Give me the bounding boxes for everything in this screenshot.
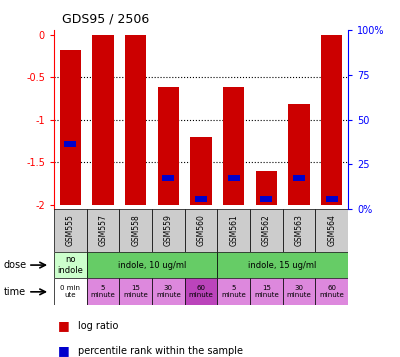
Bar bbox=[54, 278, 87, 305]
Text: 15
minute: 15 minute bbox=[254, 285, 279, 298]
Bar bbox=[315, 209, 348, 252]
Bar bbox=[250, 278, 283, 305]
Bar bbox=[87, 278, 119, 305]
Bar bbox=[283, 209, 315, 252]
Bar bbox=[60, 50, 81, 205]
Bar bbox=[92, 35, 114, 205]
Bar bbox=[125, 35, 146, 205]
Text: 15
minute: 15 minute bbox=[123, 285, 148, 298]
Bar bbox=[315, 278, 348, 305]
Text: dose: dose bbox=[4, 260, 27, 270]
Bar bbox=[152, 209, 185, 252]
Text: 0 min
ute: 0 min ute bbox=[60, 285, 80, 298]
Bar bbox=[256, 171, 277, 205]
Bar bbox=[195, 196, 207, 202]
Text: GSM564: GSM564 bbox=[327, 214, 336, 246]
Text: indole, 15 ug/ml: indole, 15 ug/ml bbox=[248, 261, 317, 270]
Text: 5
minute: 5 minute bbox=[221, 285, 246, 298]
Bar bbox=[185, 209, 217, 252]
Text: GSM563: GSM563 bbox=[294, 214, 304, 246]
Text: GSM559: GSM559 bbox=[164, 214, 173, 246]
Text: GSM561: GSM561 bbox=[229, 215, 238, 246]
Bar bbox=[326, 196, 338, 202]
Bar bbox=[190, 137, 212, 205]
Text: log ratio: log ratio bbox=[78, 321, 118, 331]
Bar bbox=[283, 278, 315, 305]
Bar bbox=[288, 104, 310, 205]
Text: GDS95 / 2506: GDS95 / 2506 bbox=[62, 12, 149, 25]
Bar bbox=[223, 87, 244, 205]
Bar bbox=[158, 87, 179, 205]
Bar bbox=[152, 278, 185, 305]
Text: no
indole: no indole bbox=[57, 255, 83, 275]
Bar bbox=[119, 278, 152, 305]
Bar bbox=[162, 175, 174, 181]
Bar bbox=[250, 209, 283, 252]
Bar bbox=[54, 209, 87, 252]
Bar bbox=[185, 278, 217, 305]
Text: 5
minute: 5 minute bbox=[91, 285, 115, 298]
Text: 60
minute: 60 minute bbox=[319, 285, 344, 298]
Text: GSM562: GSM562 bbox=[262, 215, 271, 246]
Text: indole, 10 ug/ml: indole, 10 ug/ml bbox=[118, 261, 186, 270]
Bar bbox=[293, 175, 305, 181]
Bar bbox=[87, 252, 217, 278]
Bar bbox=[217, 278, 250, 305]
Text: GSM558: GSM558 bbox=[131, 215, 140, 246]
Bar bbox=[260, 196, 272, 202]
Bar bbox=[217, 209, 250, 252]
Text: percentile rank within the sample: percentile rank within the sample bbox=[78, 346, 243, 356]
Text: ■: ■ bbox=[58, 345, 70, 357]
Bar bbox=[64, 141, 76, 147]
Text: GSM555: GSM555 bbox=[66, 214, 75, 246]
Text: ■: ■ bbox=[58, 320, 70, 332]
Bar bbox=[321, 35, 342, 205]
Bar bbox=[228, 175, 240, 181]
Text: time: time bbox=[4, 287, 26, 297]
Bar bbox=[217, 252, 348, 278]
Bar bbox=[119, 209, 152, 252]
Text: GSM557: GSM557 bbox=[98, 214, 108, 246]
Bar bbox=[54, 252, 87, 278]
Text: 30
minute: 30 minute bbox=[287, 285, 311, 298]
Bar bbox=[87, 209, 119, 252]
Text: GSM560: GSM560 bbox=[196, 214, 206, 246]
Text: 60
minute: 60 minute bbox=[189, 285, 213, 298]
Text: 30
minute: 30 minute bbox=[156, 285, 181, 298]
